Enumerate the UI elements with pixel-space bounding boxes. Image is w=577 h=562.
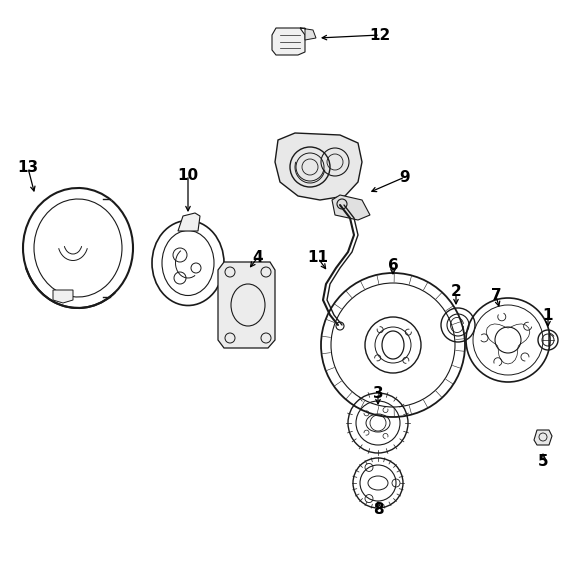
Text: 12: 12	[369, 28, 391, 43]
Polygon shape	[275, 133, 362, 200]
Polygon shape	[272, 28, 305, 55]
Text: 2: 2	[451, 284, 462, 300]
Polygon shape	[218, 262, 275, 348]
Text: 13: 13	[17, 161, 39, 175]
Text: 1: 1	[543, 307, 553, 323]
Text: 9: 9	[400, 170, 410, 184]
Polygon shape	[534, 430, 552, 445]
Text: 7: 7	[490, 288, 501, 303]
Text: 8: 8	[373, 502, 383, 518]
Text: 10: 10	[178, 167, 198, 183]
Text: 5: 5	[538, 455, 548, 469]
Text: 4: 4	[253, 250, 263, 265]
Text: 11: 11	[308, 251, 328, 265]
Polygon shape	[53, 290, 73, 303]
Polygon shape	[178, 213, 200, 231]
Text: 6: 6	[388, 257, 398, 273]
Polygon shape	[300, 28, 316, 40]
Polygon shape	[332, 195, 370, 220]
Text: 3: 3	[373, 386, 383, 401]
